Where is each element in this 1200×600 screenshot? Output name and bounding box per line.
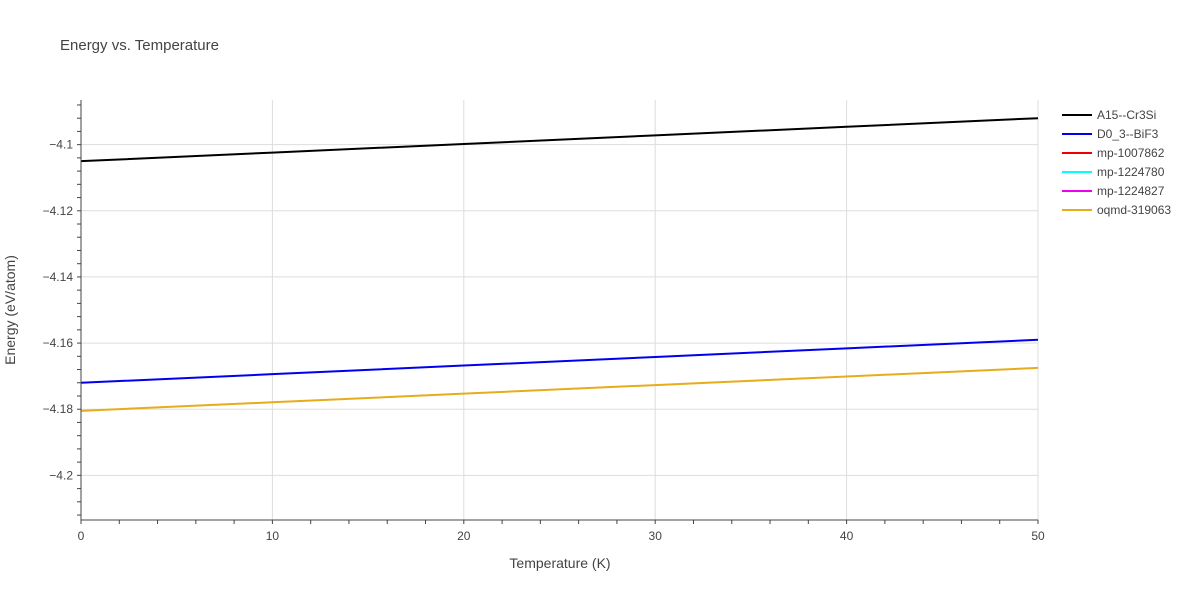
legend-item[interactable]: mp-1224827 [1062, 184, 1165, 198]
y-axis-title: Energy (eV/atom) [2, 255, 18, 365]
legend-label: A15--Cr3Si [1097, 108, 1156, 122]
series-line [80, 366, 1039, 412]
y-tick-label: −4.14 [43, 270, 74, 284]
series-line [80, 117, 1039, 163]
legend: A15--Cr3Si D0_3--BiF3 mp-1007862 mp-1224780… [1062, 108, 1171, 217]
legend-item[interactable]: A15--Cr3Si [1062, 108, 1156, 122]
y-tick-label: −4.1 [49, 138, 73, 152]
legend-label: oqmd-319063 [1097, 203, 1171, 217]
y-tick-label: −4.16 [43, 336, 74, 350]
axes [77, 100, 1039, 524]
x-axis-title: Temperature (K) [509, 555, 610, 571]
legend-item[interactable]: mp-1224780 [1062, 165, 1165, 179]
series-line [80, 338, 1039, 384]
grid-lines [81, 100, 1039, 520]
x-tick-label: 20 [457, 529, 471, 543]
x-tick-label: 30 [649, 529, 663, 543]
chart-title: Energy vs. Temperature [60, 37, 219, 54]
x-tick-label: 40 [840, 529, 854, 543]
x-axis-ticks: 0 10 20 30 40 50 [78, 529, 1045, 543]
legend-item[interactable]: D0_3--BiF3 [1062, 127, 1159, 141]
y-tick-label: −4.12 [43, 204, 74, 218]
legend-label: mp-1007862 [1097, 146, 1165, 160]
x-tick-label: 10 [266, 529, 280, 543]
y-tick-label: −4.2 [49, 468, 73, 482]
legend-label: mp-1224827 [1097, 184, 1165, 198]
legend-label: D0_3--BiF3 [1097, 127, 1159, 141]
x-tick-label: 50 [1031, 529, 1045, 543]
y-axis-ticks: −4.1 −4.12 −4.14 −4.16 −4.18 −4.2 [43, 138, 74, 483]
legend-label: mp-1224780 [1097, 165, 1165, 179]
x-tick-label: 0 [78, 529, 85, 543]
y-tick-label: −4.18 [43, 402, 74, 416]
plot-area [80, 117, 1039, 412]
legend-item[interactable]: mp-1007862 [1062, 146, 1165, 160]
legend-item[interactable]: oqmd-319063 [1062, 203, 1171, 217]
